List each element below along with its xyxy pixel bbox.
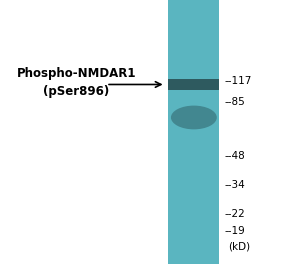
- Text: --48: --48: [225, 151, 246, 161]
- Bar: [168, 0, 219, 264]
- Text: (pSer896): (pSer896): [43, 84, 110, 98]
- Text: (kD): (kD): [228, 242, 250, 252]
- Text: --85: --85: [225, 97, 246, 107]
- Text: --117: --117: [225, 76, 252, 86]
- Text: Phospho-NMDAR1: Phospho-NMDAR1: [17, 67, 136, 81]
- Text: --22: --22: [225, 209, 246, 219]
- Bar: [168, 79, 219, 90]
- Ellipse shape: [171, 106, 217, 129]
- Text: --34: --34: [225, 180, 246, 190]
- Text: --19: --19: [225, 226, 246, 236]
